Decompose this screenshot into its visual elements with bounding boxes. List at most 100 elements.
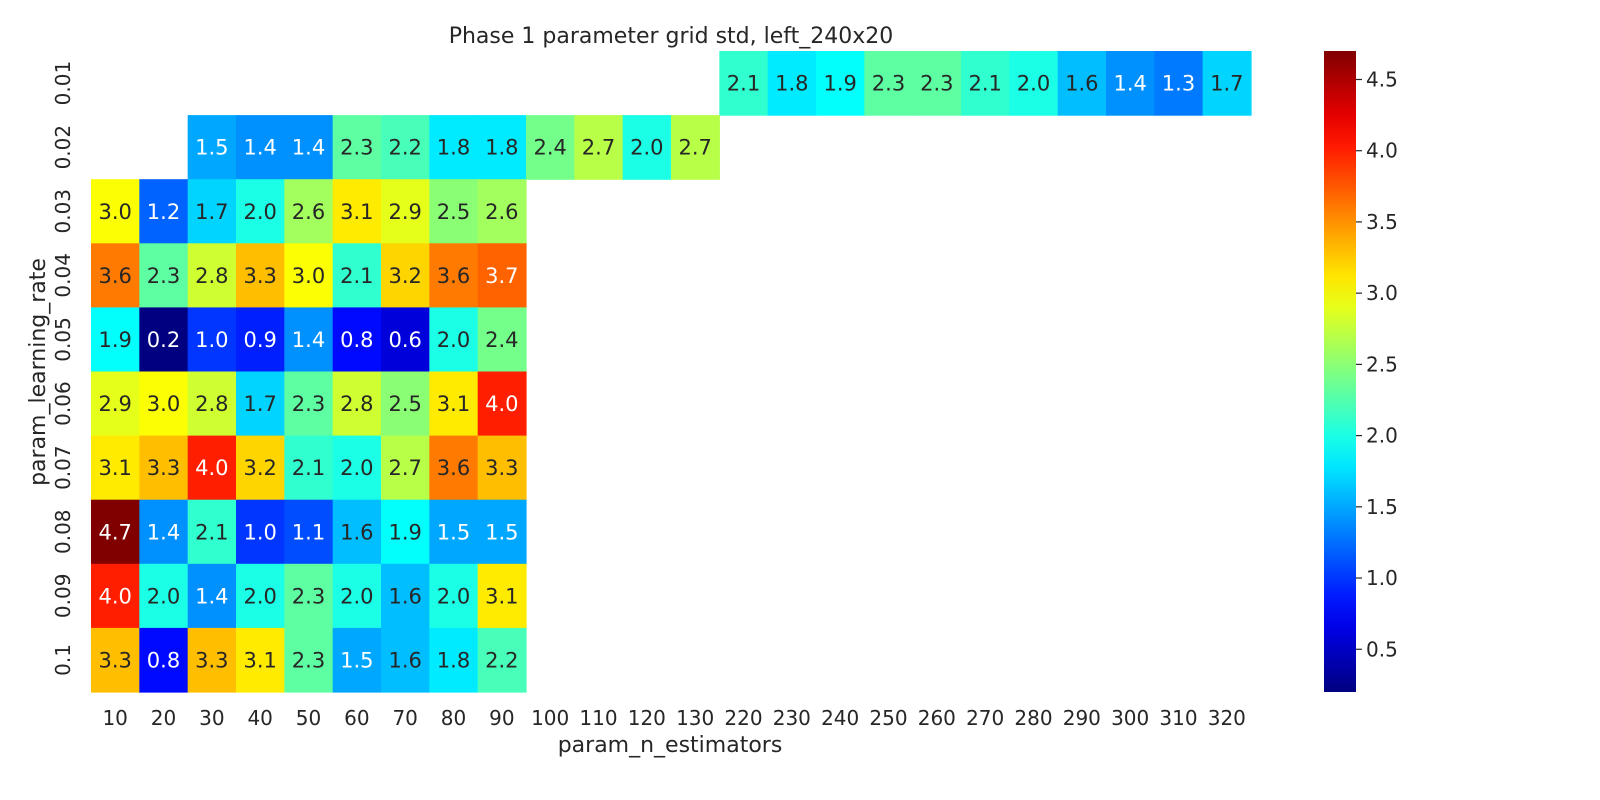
cell-value-label: 2.5 bbox=[388, 392, 421, 416]
y-axis-label: param_learning_rate bbox=[26, 258, 51, 486]
colorbar-tick-label: 2.5 bbox=[1366, 352, 1398, 376]
cell-value-label: 2.0 bbox=[243, 584, 276, 608]
colorbar-tick-label: 2.0 bbox=[1366, 424, 1398, 448]
heatmap-cell bbox=[284, 179, 334, 244]
x-tick-label: 220 bbox=[724, 706, 762, 730]
cell-value-label: 1.4 bbox=[147, 520, 180, 544]
heatmap-cell bbox=[477, 627, 527, 693]
x-tick-label: 280 bbox=[1014, 706, 1052, 730]
heatmap-cell bbox=[429, 179, 479, 244]
heatmap-cell bbox=[236, 435, 285, 501]
cell-value-label: 3.3 bbox=[98, 648, 131, 672]
y-tick-label: 0.03 bbox=[51, 189, 75, 234]
cell-value-label: 4.0 bbox=[195, 456, 228, 480]
cell-value-label: 2.3 bbox=[147, 264, 180, 288]
cell-value-label: 2.6 bbox=[485, 200, 518, 224]
colorbar-tick-label: 0.5 bbox=[1366, 637, 1398, 661]
cell-value-label: 1.6 bbox=[340, 520, 373, 544]
x-tick-label: 250 bbox=[869, 706, 907, 730]
heatmap-cell bbox=[91, 371, 140, 437]
heatmap-cell bbox=[236, 627, 285, 693]
heatmap-cell bbox=[187, 499, 237, 565]
heatmap-cell bbox=[284, 499, 334, 565]
cell-value-label: 2.0 bbox=[630, 136, 663, 160]
x-tick-label: 130 bbox=[676, 706, 714, 730]
cell-value-label: 2.3 bbox=[920, 72, 953, 96]
cell-value-label: 4.0 bbox=[98, 584, 131, 608]
heatmap-cell bbox=[381, 435, 430, 501]
colorbar-gradient bbox=[1324, 51, 1356, 692]
heatmap-cell bbox=[187, 435, 237, 501]
cell-value-label: 2.0 bbox=[437, 328, 470, 352]
cell-value-label: 2.0 bbox=[243, 200, 276, 224]
cell-value-label: 2.9 bbox=[98, 392, 131, 416]
heatmap-cell bbox=[139, 563, 189, 629]
heatmap-cell bbox=[236, 243, 285, 308]
heatmap-cell bbox=[139, 627, 189, 693]
y-axis-ticks: 0.01 0.02 0.03 0.04 0.05 0.06 0.07 0.08 0.09 0.1 bbox=[51, 61, 75, 676]
cell-value-label: 3.6 bbox=[437, 264, 470, 288]
cell-value-label: 1.8 bbox=[485, 136, 518, 160]
heatmap-cell bbox=[912, 51, 962, 116]
cell-value-label: 4.7 bbox=[98, 520, 131, 544]
cell-value-label: 1.7 bbox=[1210, 72, 1243, 96]
cell-value-label: 1.2 bbox=[147, 200, 180, 224]
heatmap-cell bbox=[91, 243, 140, 308]
cell-value-label: 2.7 bbox=[678, 136, 711, 160]
heatmap-cell bbox=[477, 115, 527, 180]
x-tick-label: 50 bbox=[296, 706, 321, 730]
cell-value-label: 1.5 bbox=[195, 136, 228, 160]
cell-value-label: 2.1 bbox=[727, 72, 760, 96]
heatmap-cell bbox=[284, 307, 334, 373]
cell-value-label: 2.3 bbox=[872, 72, 905, 96]
cell-value-label: 1.4 bbox=[292, 328, 325, 352]
cell-value-label: 2.2 bbox=[388, 136, 421, 160]
y-tick-label: 0.06 bbox=[51, 381, 75, 426]
x-tick-label: 310 bbox=[1159, 706, 1197, 730]
cell-value-label: 1.0 bbox=[243, 520, 276, 544]
heatmap-cells: 2.1 1.8 1.9 2.3 2.3 2.1 2.0 1.6 1.4 1.3 1.7 1.5 1.4 1… bbox=[91, 51, 1252, 693]
heatmap-cell bbox=[236, 371, 285, 437]
colorbar-tick-label: 1.0 bbox=[1366, 566, 1398, 590]
cell-value-label: 3.3 bbox=[195, 648, 228, 672]
x-tick-label: 300 bbox=[1111, 706, 1149, 730]
cell-value-label: 1.5 bbox=[437, 520, 470, 544]
heatmap-cell bbox=[284, 243, 334, 308]
cell-value-label: 3.2 bbox=[388, 264, 421, 288]
cell-value-label: 1.6 bbox=[388, 648, 421, 672]
x-tick-label: 90 bbox=[489, 706, 514, 730]
x-tick-label: 40 bbox=[247, 706, 272, 730]
cell-value-label: 3.0 bbox=[292, 264, 325, 288]
heatmap-cell bbox=[139, 435, 189, 501]
x-tick-label: 100 bbox=[531, 706, 569, 730]
heatmap-cell bbox=[864, 51, 914, 116]
cell-value-label: 2.2 bbox=[485, 648, 518, 672]
cell-value-label: 2.7 bbox=[582, 136, 615, 160]
cell-value-label: 1.4 bbox=[195, 584, 228, 608]
x-tick-label: 260 bbox=[918, 706, 956, 730]
heatmap-cell bbox=[236, 307, 285, 373]
cell-value-label: 0.8 bbox=[340, 328, 373, 352]
cell-value-label: 1.8 bbox=[437, 136, 470, 160]
heatmap-cell bbox=[187, 307, 237, 373]
cell-value-label: 1.6 bbox=[388, 584, 421, 608]
y-tick-label: 0.07 bbox=[51, 445, 75, 490]
cell-value-label: 3.1 bbox=[485, 584, 518, 608]
y-tick-label: 0.02 bbox=[51, 125, 75, 170]
cell-value-label: 1.0 bbox=[195, 328, 228, 352]
cell-value-label: 1.8 bbox=[437, 648, 470, 672]
colorbar-tick-label: 4.5 bbox=[1366, 67, 1398, 91]
cell-value-label: 1.9 bbox=[98, 328, 131, 352]
cell-value-label: 3.6 bbox=[98, 264, 131, 288]
cell-value-label: 1.5 bbox=[485, 520, 518, 544]
y-tick-label: 0.01 bbox=[51, 61, 75, 106]
cell-value-label: 2.0 bbox=[340, 456, 373, 480]
heatmap-cell bbox=[477, 307, 527, 373]
heatmap-cell bbox=[477, 243, 527, 308]
heatmap-cell bbox=[139, 243, 189, 308]
cell-value-label: 2.4 bbox=[485, 328, 518, 352]
heatmap-cell bbox=[139, 307, 189, 373]
heatmap-cell bbox=[429, 307, 479, 373]
cell-value-label: 1.7 bbox=[243, 392, 276, 416]
